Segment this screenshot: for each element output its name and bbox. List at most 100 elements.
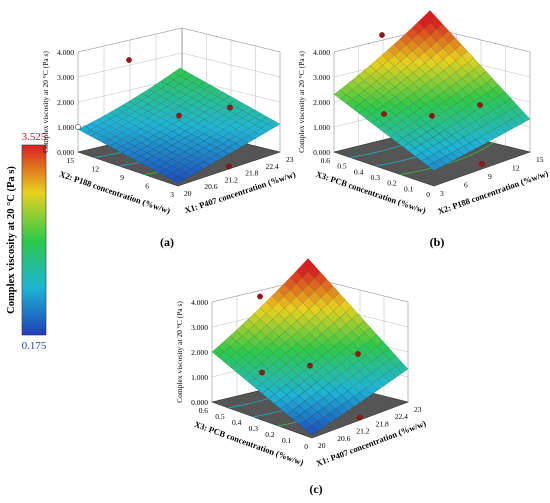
surface-cell: [475, 136, 489, 146]
surface-cell: [242, 341, 256, 353]
surface-cell: [396, 138, 410, 147]
y-tick-label: 0.1: [404, 184, 414, 193]
surface-cell: [382, 91, 396, 102]
colorbar-max-label: 3.525: [22, 131, 47, 143]
surface-cell: [474, 86, 488, 98]
surface-cell: [235, 124, 249, 133]
surface-cell: [339, 324, 353, 337]
y-tick-label: 12: [92, 165, 100, 174]
surface-cell: [247, 131, 262, 140]
y-tick-label: 0.3: [249, 424, 259, 433]
x-tick-label: 21.2: [225, 175, 238, 184]
surface-cell: [377, 374, 391, 387]
surface-cell: [299, 420, 313, 431]
colorbar-title: Complex viscosity at 20 °C (Pa s): [6, 166, 17, 314]
surface-cell: [333, 292, 346, 306]
surface-cell: [352, 337, 366, 350]
panel-label: (b): [430, 235, 445, 249]
surface-cell: [450, 122, 464, 133]
surface-cell: [353, 381, 367, 393]
surface-cell: [352, 104, 366, 114]
z-tick-label: 0.000: [191, 398, 208, 407]
surface-cell: [334, 363, 348, 375]
surface-cell: [395, 361, 409, 374]
surface-cell: [296, 290, 309, 304]
surface-cell: [327, 298, 340, 312]
surface-cell: [83, 129, 98, 137]
surface-cell: [381, 60, 395, 72]
surface-cell: [191, 123, 205, 131]
surface-cell: [499, 122, 513, 133]
y-tick-label: 0.1: [282, 436, 292, 445]
x-tick-label: 21.8: [245, 169, 258, 178]
surface-cell: [455, 67, 469, 79]
surface-cell: [333, 329, 347, 342]
surface-cell: [371, 368, 385, 380]
surface-cell: [400, 77, 414, 89]
surface-cell: [109, 115, 123, 123]
surface-cell: [159, 127, 173, 136]
surface-cell: [371, 118, 385, 128]
x-tick-label: 3: [440, 189, 444, 198]
surface-cell: [377, 123, 391, 133]
surface-cell: [393, 38, 407, 51]
surface-cell: [430, 41, 444, 54]
surface-cell: [425, 79, 439, 91]
surface-cell: [457, 146, 471, 156]
surface-cell: [333, 317, 347, 330]
surface-cell: [317, 407, 331, 418]
surface-cell: [481, 132, 495, 143]
z-tick-label: 2.000: [191, 348, 208, 357]
surface-cell: [493, 125, 507, 136]
surface-cell: [370, 357, 384, 369]
surface-cell: [140, 138, 154, 147]
y-tick-label: 0: [304, 442, 308, 451]
y-tick-label: 0.5: [337, 162, 347, 171]
surface-cell: [158, 169, 173, 177]
response-surface: [211, 258, 409, 436]
surface-cell: [279, 374, 293, 386]
surface-cell: [474, 117, 488, 128]
x-tick-label: 22.4: [266, 162, 279, 171]
surface-cell: [450, 131, 464, 142]
z-tick-label: 1.000: [57, 123, 74, 132]
surface-cell: [298, 391, 312, 402]
surface-cell: [316, 377, 330, 389]
surface-cell: [178, 158, 192, 166]
surface-cell: [278, 342, 292, 354]
floor-contour: [400, 140, 497, 175]
surface-cell: [389, 354, 403, 367]
surface-cell: [370, 90, 384, 101]
surface-cell: [419, 94, 433, 105]
design-point: [259, 369, 265, 376]
surface-cell: [321, 304, 334, 317]
design-point: [357, 414, 363, 421]
surface-cell: [469, 139, 483, 149]
surface-cell: [314, 309, 328, 323]
surface-cell: [260, 124, 274, 132]
surface-cell: [341, 400, 355, 411]
y-tick-label: 0.2: [265, 430, 275, 439]
surface-cell: [438, 111, 452, 122]
x-tick-label: 21.2: [356, 427, 369, 436]
surface-cell: [305, 425, 319, 436]
colorbar-gradient: [21, 144, 47, 336]
surface-cell: [383, 359, 397, 372]
surface-cell: [315, 344, 329, 357]
surface-cell: [443, 65, 457, 77]
surface-cell: [487, 129, 501, 139]
surface-cell: [171, 175, 185, 184]
panel-label: (c): [309, 482, 322, 496]
z-tick-label: 3.000: [313, 73, 330, 82]
surface-cell: [140, 159, 154, 167]
surface-cell: [222, 146, 236, 155]
surface-cell: [296, 326, 310, 339]
z-tick-label: 4.000: [313, 48, 330, 57]
surface-cell: [302, 284, 315, 298]
surface-cell: [439, 155, 453, 165]
surface-cell: [430, 52, 444, 65]
surface-cell: [418, 62, 432, 75]
surface-cell: [228, 143, 243, 151]
surface-cell: [432, 133, 446, 143]
